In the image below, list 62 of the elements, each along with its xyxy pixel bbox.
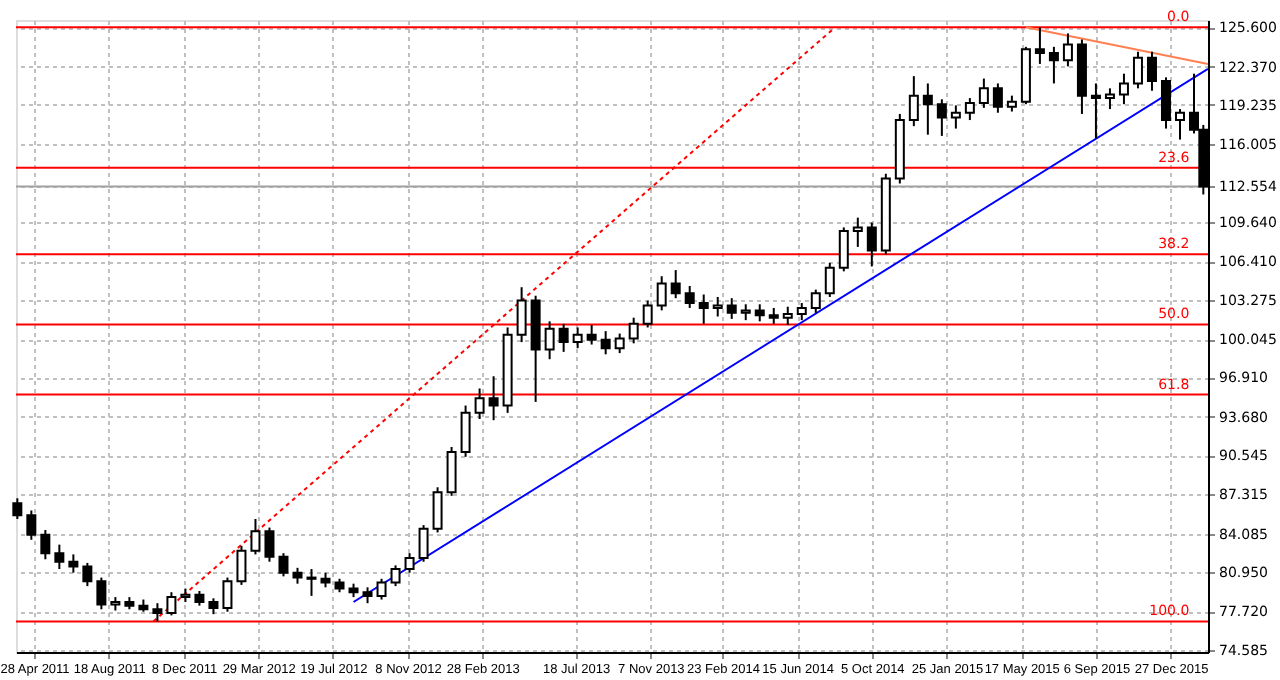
candlestick <box>488 375 499 422</box>
candlestick <box>26 509 37 541</box>
candlestick <box>460 404 471 458</box>
candlestick <box>516 286 527 344</box>
candlestick <box>992 82 1003 114</box>
candlestick <box>1146 50 1157 92</box>
candlestick <box>418 524 429 563</box>
candlestick <box>1104 87 1115 111</box>
candlestick <box>236 544 247 586</box>
candlestick <box>558 322 569 353</box>
candlestick <box>866 221 877 268</box>
candlestick <box>908 75 919 128</box>
candlestick <box>54 543 65 571</box>
candlestick <box>152 602 163 623</box>
candlestick <box>712 295 723 318</box>
candlestick <box>810 288 821 314</box>
candlestick <box>978 77 989 109</box>
candlestick <box>852 216 863 248</box>
candlestick <box>404 552 415 574</box>
candlestick <box>264 526 275 563</box>
candlestick <box>1048 45 1059 85</box>
candlestick <box>96 576 107 611</box>
candlestick <box>432 486 443 534</box>
candlestick <box>1034 26 1045 65</box>
candlestick <box>376 577 387 601</box>
candlestick <box>278 552 289 578</box>
candlestick <box>950 104 961 130</box>
candlestick <box>82 561 93 588</box>
candlestick <box>642 299 653 329</box>
candlestick <box>544 320 555 361</box>
candlestick <box>40 528 51 561</box>
candlestick <box>824 261 835 298</box>
candlestick <box>922 82 933 136</box>
candlestick <box>684 284 695 309</box>
candlestick <box>166 591 177 617</box>
candlestick <box>628 316 639 345</box>
candlestick <box>1174 108 1185 141</box>
candlestick <box>586 324 597 346</box>
candlestick <box>600 330 611 356</box>
candlestick <box>670 269 681 300</box>
candlestick <box>936 98 947 137</box>
candlestick <box>222 576 233 613</box>
candlestick <box>306 568 317 597</box>
candlestick <box>1132 50 1143 90</box>
candlestick <box>838 226 849 273</box>
candlestick <box>474 387 485 420</box>
candlestick <box>1090 82 1101 140</box>
candlestick <box>698 293 709 325</box>
candlestick <box>1062 32 1073 68</box>
candlestick <box>390 564 401 588</box>
candlestick <box>572 326 583 350</box>
candlestick <box>782 305 793 327</box>
candlestick <box>446 446 457 497</box>
candlestick <box>656 275 667 312</box>
candlestick <box>1160 76 1171 130</box>
candlestick <box>614 332 625 355</box>
candlestick <box>250 518 261 556</box>
candlestick <box>68 553 79 574</box>
candlestick <box>12 497 23 521</box>
candlestick <box>726 297 737 320</box>
candlestick <box>1118 72 1129 106</box>
candlestick <box>964 97 975 122</box>
